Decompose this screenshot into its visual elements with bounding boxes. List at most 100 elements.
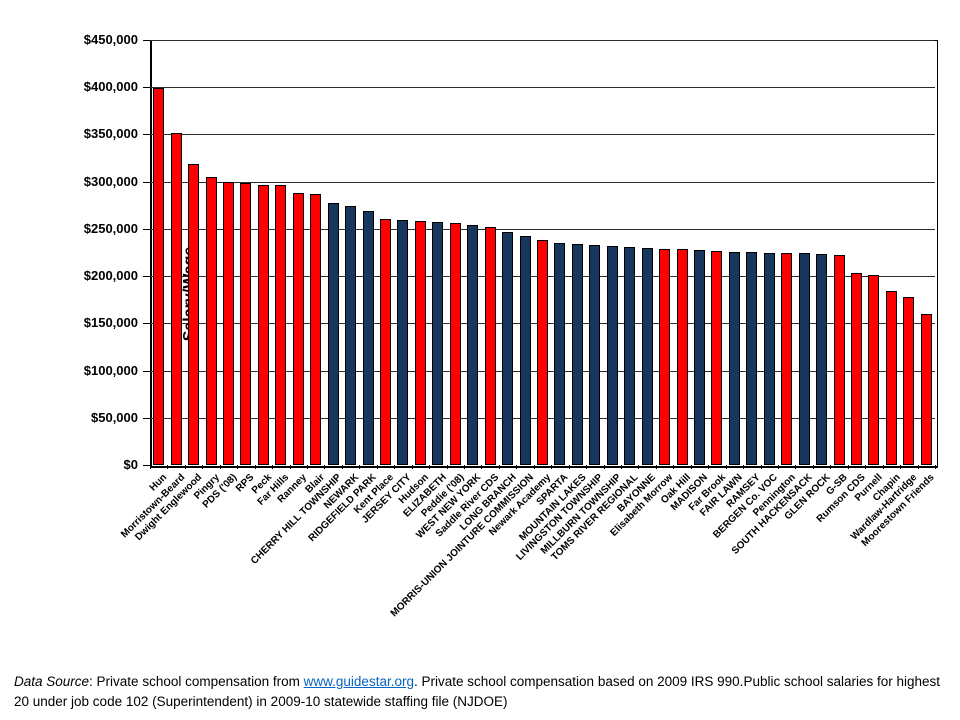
bar xyxy=(432,222,444,465)
y-axis-tick-label: $200,000 xyxy=(83,268,138,284)
y-axis-tick-label: $300,000 xyxy=(83,173,138,189)
bar xyxy=(380,218,391,465)
footer-text-3: Public school salaries for highest 20 un… xyxy=(14,674,941,709)
x-axis-tick-mark xyxy=(376,465,378,469)
bar xyxy=(188,163,200,465)
bar xyxy=(414,221,426,465)
x-axis-tick-mark xyxy=(289,465,291,469)
footer-data-source-label: Data Source xyxy=(14,674,90,689)
bar xyxy=(292,193,304,465)
y-axis-tick-mark xyxy=(143,276,150,278)
bar xyxy=(484,227,496,465)
x-axis-tick-mark xyxy=(498,465,500,469)
x-axis-tick-mark xyxy=(603,465,605,469)
x-axis-tick-mark xyxy=(307,465,308,469)
bar xyxy=(397,220,409,465)
x-axis-tick-mark xyxy=(516,465,518,469)
guidestar-link[interactable]: www.guidestar.org xyxy=(303,674,414,689)
bar xyxy=(240,182,252,465)
bar xyxy=(449,223,461,465)
x-axis-tick-mark xyxy=(464,465,465,469)
y-axis-tick-mark xyxy=(143,87,150,89)
x-axis-tick-mark xyxy=(202,465,204,469)
x-axis-tick-mark xyxy=(324,465,326,469)
x-axis-tick-mark xyxy=(882,465,884,469)
x-axis-tick-mark xyxy=(690,465,692,469)
bar xyxy=(781,252,793,465)
y-axis-tick-mark xyxy=(143,40,150,41)
bar xyxy=(519,235,531,465)
x-axis-tick-mark xyxy=(586,465,588,469)
x-axis-tick-mark xyxy=(638,465,640,469)
y-axis-tick-mark xyxy=(143,323,150,325)
bar xyxy=(763,252,775,465)
x-axis-tick-mark xyxy=(743,465,745,469)
y-axis-tick-mark xyxy=(143,370,150,372)
y-axis-tick-label: $150,000 xyxy=(83,315,138,331)
bar xyxy=(746,252,758,465)
x-axis-tick-mark xyxy=(830,465,832,469)
y-axis-tick-label: $400,000 xyxy=(83,79,138,95)
x-axis-tick-mark xyxy=(725,465,727,469)
x-axis-tick-mark xyxy=(551,465,553,469)
bar xyxy=(694,249,705,465)
bar xyxy=(345,206,357,465)
x-axis-tick-mark xyxy=(341,465,343,469)
x-axis-tick-mark xyxy=(673,465,675,469)
x-axis-tick-mark xyxy=(865,465,867,469)
y-axis-tick-mark xyxy=(143,417,150,419)
x-axis-tick-mark xyxy=(272,465,274,469)
bar xyxy=(257,184,269,465)
bar xyxy=(816,254,828,465)
x-axis-tick-mark xyxy=(847,465,849,469)
bar xyxy=(502,231,514,465)
x-axis-tick-mark xyxy=(621,465,622,469)
x-axis-tick-mark xyxy=(150,465,151,469)
bar xyxy=(275,185,287,465)
x-axis-tick-mark xyxy=(568,465,570,469)
bar xyxy=(310,193,322,465)
x-axis-tick-mark xyxy=(812,465,814,469)
bar xyxy=(537,240,548,465)
footer-note: Data Source: Private school compensation… xyxy=(14,672,948,711)
x-axis-tick-mark xyxy=(411,465,413,469)
gridline xyxy=(150,40,935,41)
x-axis-tick-mark xyxy=(429,465,431,469)
y-axis-tick-mark xyxy=(143,134,150,136)
bar xyxy=(554,243,566,465)
bar xyxy=(223,181,234,465)
x-axis-tick-mark xyxy=(900,465,902,469)
x-axis-tick-mark xyxy=(708,465,710,469)
x-axis-tick-mark xyxy=(935,465,936,469)
x-axis-tick-mark xyxy=(655,465,657,469)
y-axis-tick-label: $450,000 xyxy=(83,32,138,47)
bar xyxy=(798,253,810,465)
bar xyxy=(920,313,932,465)
bar xyxy=(153,88,165,465)
bar xyxy=(659,248,671,465)
y-axis-tick-mark xyxy=(143,181,150,183)
y-axis-tick-label: $0 xyxy=(123,457,138,472)
y-axis-tick-label: $100,000 xyxy=(83,362,138,378)
bar xyxy=(903,296,915,465)
bar xyxy=(589,244,601,465)
gridline xyxy=(150,134,935,136)
x-axis-tick-mark xyxy=(917,465,919,469)
x-axis-tick-mark xyxy=(254,465,256,469)
y-axis-tick-mark xyxy=(143,465,150,466)
bar xyxy=(885,291,897,465)
bar xyxy=(676,249,688,465)
bar xyxy=(327,203,339,465)
bar xyxy=(571,244,583,465)
bar xyxy=(170,132,182,465)
gridline xyxy=(150,87,935,89)
x-axis-tick-mark xyxy=(446,465,448,469)
x-axis-tick-mark xyxy=(359,465,361,469)
x-axis-tick-mark xyxy=(184,465,186,469)
x-axis-tick-mark xyxy=(533,465,535,469)
bar xyxy=(728,251,740,465)
gridline xyxy=(150,181,935,183)
x-axis-tick-mark xyxy=(167,465,169,469)
y-axis-tick-mark xyxy=(143,228,150,230)
